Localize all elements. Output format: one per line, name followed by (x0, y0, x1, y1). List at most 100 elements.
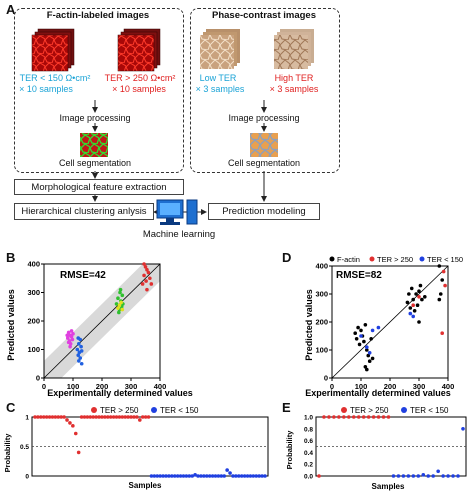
identity-line (43, 263, 161, 379)
data-point (346, 415, 351, 419)
data-point (114, 415, 119, 419)
phase-processing: Image processing (228, 113, 300, 123)
data-point (126, 415, 130, 419)
data-point (351, 415, 356, 419)
data-point (77, 359, 81, 363)
data-point (79, 349, 84, 353)
data-point (149, 474, 154, 478)
data-point (116, 306, 120, 310)
data-point (337, 415, 341, 419)
factin-high-label: TER > 250 Ω•cm² (104, 73, 176, 83)
data-point (371, 415, 376, 419)
x-tick-label: 100 (67, 382, 80, 391)
y-tick-label: 0.5 (20, 444, 29, 451)
factin-box (14, 8, 184, 173)
data-point (65, 336, 70, 340)
data-point (239, 474, 244, 478)
data-point (140, 415, 145, 419)
phase-segmentation: Cell segmentation (227, 158, 301, 168)
phase-seg-image (250, 133, 278, 157)
panel-d-xlabel: Experimentally determined values (305, 388, 451, 398)
data-point (260, 474, 264, 478)
y-tick-label: 100 (315, 346, 328, 355)
data-point (242, 474, 247, 478)
data-point (370, 356, 375, 361)
y-tick-label: 200 (27, 317, 40, 326)
data-point (366, 353, 371, 358)
data-point (66, 330, 71, 335)
y-tick-label: 400 (27, 260, 40, 269)
panel-a-graphics (31, 28, 314, 225)
data-point (441, 474, 445, 478)
data-point (365, 367, 369, 372)
data-point (36, 415, 40, 419)
y-tick-label: 400 (315, 262, 328, 271)
data-point (85, 415, 90, 419)
panel-e-legend-red: TER > 250 (350, 406, 389, 415)
data-point (365, 348, 369, 352)
data-point (142, 273, 146, 278)
data-point (184, 474, 189, 478)
data-point (356, 325, 360, 330)
x-tick-label: 400 (442, 382, 455, 391)
y-tick-label: 300 (27, 288, 40, 297)
data-point (213, 474, 218, 478)
x-tick-label: 100 (355, 382, 368, 391)
data-point (401, 474, 406, 478)
data-point (105, 415, 110, 419)
data-point (88, 415, 93, 419)
data-point (143, 265, 148, 269)
data-point (222, 474, 227, 478)
data-point (411, 474, 416, 478)
data-point (71, 332, 75, 336)
data-point (148, 276, 152, 281)
phase-low-label: Low TER (199, 73, 237, 83)
phase-high-stack (274, 29, 314, 69)
panel-e-letter: E (282, 400, 291, 415)
phase-title: Phase-contrast images (211, 10, 316, 21)
data-point (59, 415, 64, 419)
panel-e-ylabel: Probability (285, 430, 294, 470)
data-point (451, 474, 455, 478)
data-point (144, 279, 148, 283)
data-point (234, 474, 238, 478)
data-point (68, 421, 72, 425)
y-tick-label: 0.0 (304, 474, 313, 481)
ml-label: Machine learning (142, 229, 216, 240)
data-point (356, 415, 361, 419)
data-point (66, 340, 71, 345)
data-point (391, 474, 396, 478)
data-point (408, 311, 413, 316)
data-point (423, 295, 427, 299)
data-point (94, 415, 98, 419)
panel-d-legend-red: TER > 250 (377, 255, 413, 264)
data-point (407, 292, 411, 296)
data-point (138, 418, 142, 422)
data-point (100, 415, 104, 419)
factin-high-stack (117, 28, 161, 72)
data-point (317, 474, 321, 478)
data-point (381, 415, 386, 419)
phase-low-count: × 3 samples (195, 84, 245, 94)
data-point (365, 345, 369, 349)
x-tick-label: 300 (413, 382, 426, 391)
panel-d-legend-black: F-actin (337, 255, 360, 264)
data-point (411, 303, 415, 307)
data-point (411, 297, 415, 302)
data-point (342, 415, 346, 419)
factin-segmentation: Cell segmentation (58, 158, 132, 168)
y-tick-label: 0 (25, 474, 29, 481)
data-point (77, 342, 81, 346)
data-point (263, 474, 267, 478)
identity-line (331, 265, 449, 379)
data-point (75, 347, 80, 352)
data-point (132, 415, 136, 419)
data-point (353, 331, 357, 335)
data-point (376, 415, 381, 419)
data-point (245, 474, 250, 478)
data-point (456, 474, 460, 478)
y-tick-label: 1 (25, 415, 29, 422)
data-point (68, 344, 72, 349)
plot-frame (315, 416, 467, 477)
data-point (167, 474, 171, 478)
